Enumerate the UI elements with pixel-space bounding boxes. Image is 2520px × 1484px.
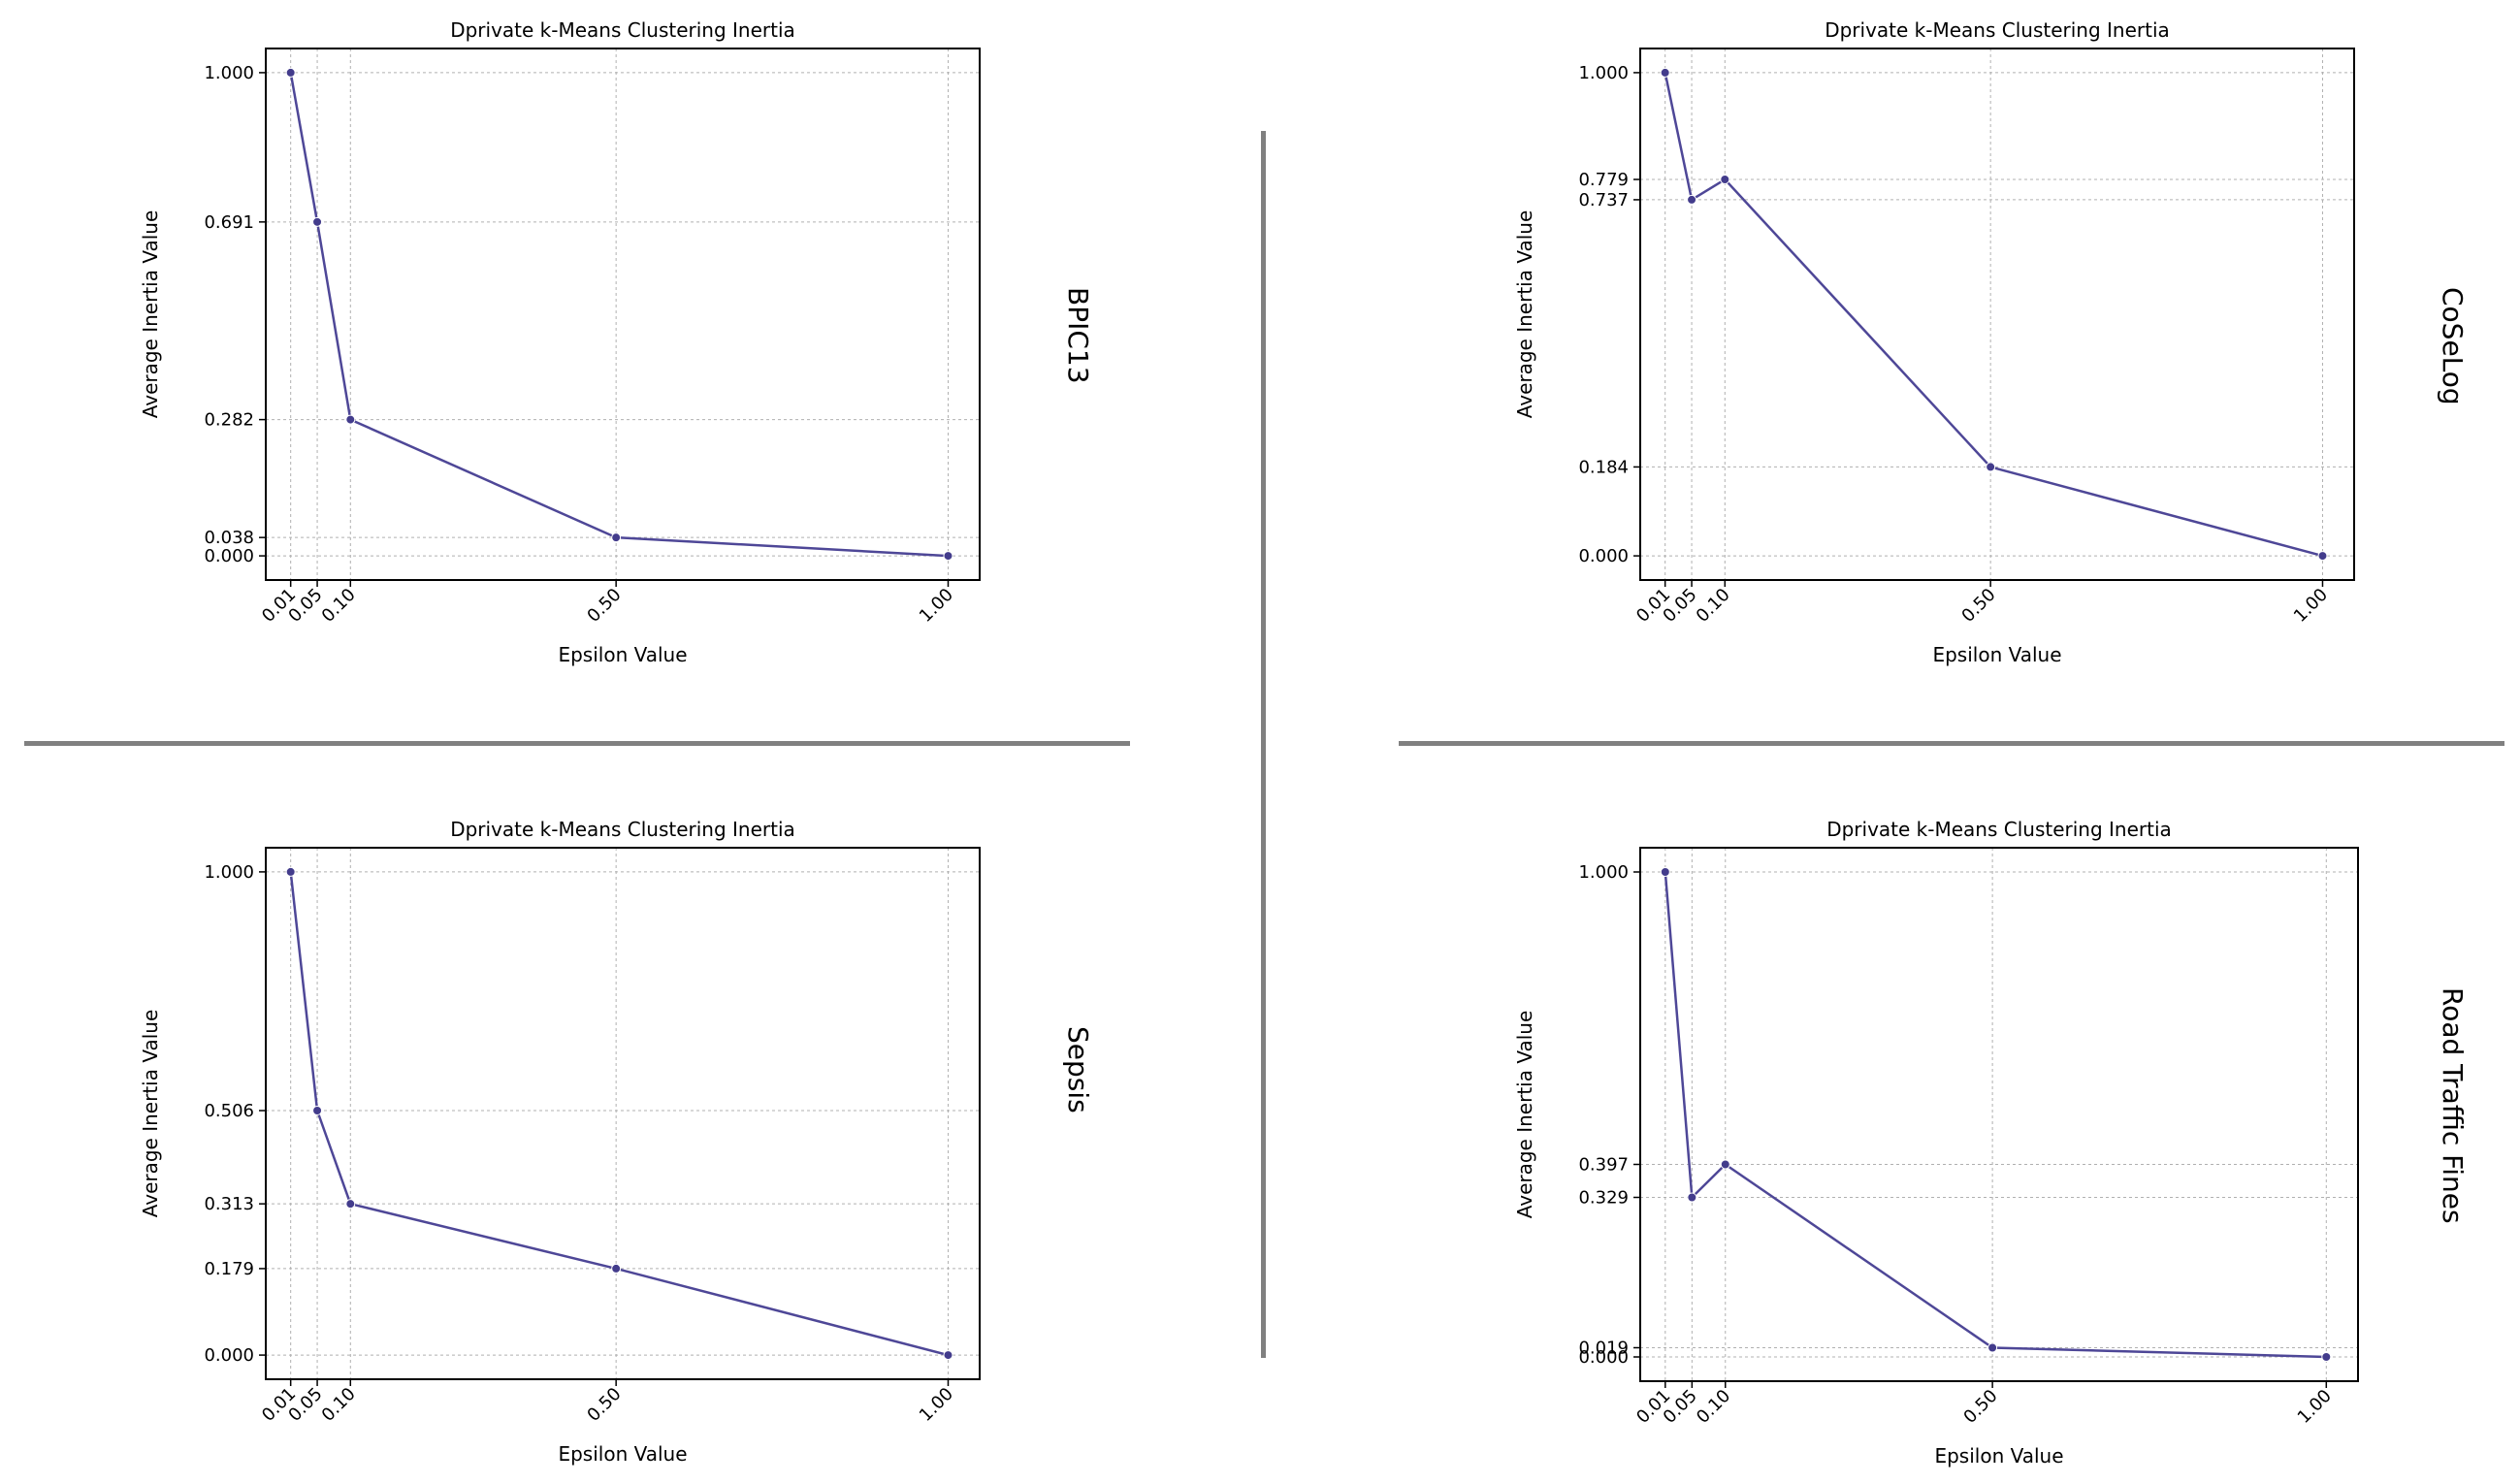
series-line: [1664, 871, 2327, 1359]
chart-title: Dprivate k-Means Clustering Inertia: [1825, 18, 2170, 42]
y-tick-label: 0.282: [204, 410, 254, 431]
y-tick-label: 0.397: [1578, 1155, 1629, 1176]
data-point: [285, 866, 296, 877]
data-point: [2317, 551, 2328, 562]
x-tick-label: 0.50: [1958, 585, 2000, 627]
x-axis-label: Epsilon Value: [1932, 643, 2061, 666]
data-point: [1987, 1342, 1998, 1353]
x-tick-label: 1.00: [2290, 585, 2332, 627]
y-tick-label: 1.000: [1578, 862, 1629, 883]
panel-label-bpic13: BPIC13: [1062, 287, 1094, 384]
data-point: [611, 1263, 622, 1274]
series-line: [289, 72, 949, 558]
y-tick-label: 0.737: [1578, 190, 1629, 210]
y-tick-label: 0.000: [1578, 546, 1629, 566]
x-tick-label: 0.10: [1693, 585, 1734, 627]
data-point: [611, 532, 622, 543]
y-tick-label: 0.329: [1578, 1188, 1629, 1209]
data-point: [345, 414, 356, 425]
data-point: [2321, 1352, 2332, 1362]
horizontal-divider-left: [24, 741, 1130, 746]
data-point: [943, 551, 953, 562]
data-point: [1720, 175, 1730, 185]
y-tick-label: 0.506: [204, 1101, 254, 1121]
vertical-divider: [1261, 131, 1266, 1358]
x-tick-label: 1.00: [2294, 1386, 2336, 1428]
y-axis-label: Average Inertia Value: [139, 1010, 162, 1218]
horizontal-divider-right: [1399, 741, 2504, 746]
data-point: [1687, 1192, 1697, 1203]
y-tick-label: 0.000: [204, 1345, 254, 1366]
data-point: [1660, 67, 1670, 78]
y-tick-label: 0.691: [204, 212, 254, 233]
y-tick-label: 1.000: [204, 63, 254, 83]
series-line: [1664, 72, 2323, 558]
plot-frame: [1639, 48, 2355, 581]
chart-title: Dprivate k-Means Clustering Inertia: [1826, 818, 2172, 841]
y-tick-label: 0.038: [204, 528, 254, 548]
plot-frame: [1639, 847, 2359, 1382]
panel-label-coselog: CoSeLog: [2437, 287, 2469, 405]
chart-title: Dprivate k-Means Clustering Inertia: [450, 18, 795, 42]
plot-frame: [265, 847, 981, 1380]
x-tick-label: 1.00: [916, 1384, 957, 1426]
data-point: [345, 1199, 356, 1210]
x-tick-label: 1.00: [916, 585, 957, 627]
plot-frame: [265, 48, 981, 581]
y-tick-label: 0.019: [1578, 1339, 1629, 1359]
y-tick-label: 0.000: [1578, 1347, 1629, 1368]
y-axis-label: Average Inertia Value: [1513, 210, 1536, 419]
data-point: [1986, 462, 1996, 472]
x-axis-label: Epsilon Value: [1934, 1444, 2063, 1468]
y-tick-label: 1.000: [1578, 63, 1629, 83]
panel-label-road-traffic-fines: Road Traffic Fines: [2437, 987, 2469, 1224]
x-tick-label: 0.50: [584, 585, 626, 627]
series-line: [289, 871, 949, 1357]
y-axis-label: Average Inertia Value: [139, 210, 162, 419]
x-tick-label: 0.50: [584, 1384, 626, 1426]
x-tick-label: 0.50: [1959, 1386, 2001, 1428]
data-point: [312, 1106, 323, 1116]
data-point: [1660, 867, 1670, 877]
data-point: [943, 1350, 953, 1361]
x-tick-label: 0.10: [1693, 1386, 1734, 1428]
data-point: [285, 67, 296, 78]
data-point: [1687, 194, 1697, 205]
x-axis-label: Epsilon Value: [558, 1442, 687, 1466]
x-tick-label: 0.10: [318, 1384, 360, 1426]
panel-label-sepsis: Sepsis: [1062, 1026, 1094, 1113]
y-tick-label: 1.000: [204, 862, 254, 883]
y-axis-label: Average Inertia Value: [1513, 1011, 1536, 1219]
y-tick-label: 0.779: [1578, 170, 1629, 190]
chart-title: Dprivate k-Means Clustering Inertia: [450, 818, 795, 841]
x-tick-label: 0.10: [318, 585, 360, 627]
y-tick-label: 0.313: [204, 1194, 254, 1214]
data-point: [312, 216, 323, 227]
x-axis-label: Epsilon Value: [558, 643, 687, 666]
y-tick-label: 0.179: [204, 1259, 254, 1279]
y-tick-label: 0.000: [204, 546, 254, 566]
data-point: [1720, 1159, 1730, 1170]
y-tick-label: 0.184: [1578, 457, 1629, 477]
